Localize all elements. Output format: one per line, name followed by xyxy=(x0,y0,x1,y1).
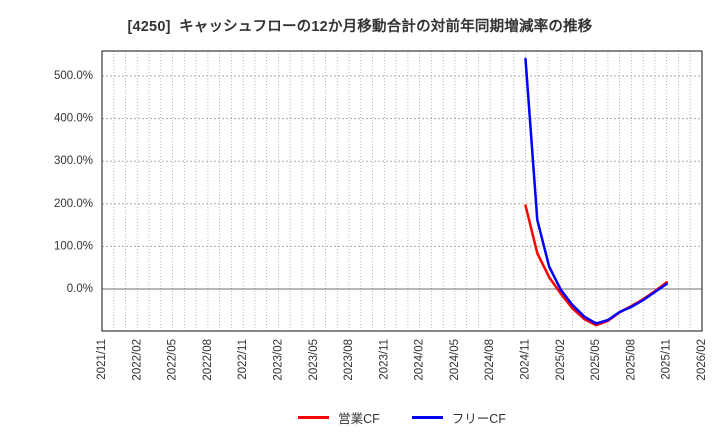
y-tick-label: 500.0% xyxy=(54,70,93,82)
x-tick-label: 2022/02 xyxy=(131,339,143,381)
plot-border xyxy=(101,50,703,332)
y-tick-label: 300.0% xyxy=(54,155,93,167)
legend: 営業CF フリーCF xyxy=(102,406,702,428)
x-tick-label: 2026/02 xyxy=(696,339,708,381)
series-line-operating-cf xyxy=(524,204,668,327)
legend-label-free-cf: フリーCF xyxy=(451,411,506,426)
x-tick-label: 2025/08 xyxy=(625,339,637,381)
x-tick-label: 2025/02 xyxy=(555,339,567,381)
legend-item-operating-cf: 営業CF xyxy=(298,408,380,427)
x-tick-label: 2021/11 xyxy=(96,339,108,380)
x-tick-label: 2023/11 xyxy=(378,339,390,380)
legend-line-operating-cf xyxy=(298,415,330,419)
y-tick-label: 200.0% xyxy=(54,198,93,210)
x-tick-label: 2022/05 xyxy=(167,339,179,381)
legend-line-free-cf xyxy=(411,415,443,419)
x-tick-label: 2023/02 xyxy=(273,339,285,381)
y-tick-label: 0.0% xyxy=(67,283,93,295)
x-tick-label: 2023/05 xyxy=(308,339,320,381)
x-tick-label: 2025/05 xyxy=(590,339,602,381)
x-tick-label: 2024/05 xyxy=(449,339,461,381)
series-line-free-cf xyxy=(524,57,668,325)
x-tick-label: 2024/11 xyxy=(520,339,532,380)
x-tick-label: 2025/11 xyxy=(661,339,673,380)
x-tick-label: 2022/08 xyxy=(202,339,214,381)
x-tick-label: 2022/11 xyxy=(237,339,249,380)
x-tick-label: 2024/08 xyxy=(484,339,496,381)
x-tick-label: 2023/08 xyxy=(343,339,355,381)
y-tick-label: 400.0% xyxy=(54,113,93,125)
legend-label-operating-cf: 営業CF xyxy=(338,411,380,426)
x-tick-label: 2024/02 xyxy=(414,339,426,381)
y-tick-label: 100.0% xyxy=(54,240,93,252)
chart-title: [4250] キャッシュフローの12か月移動合計の対前年同期増減率の推移 xyxy=(127,19,593,35)
legend-item-free-cf: フリーCF xyxy=(411,408,506,427)
